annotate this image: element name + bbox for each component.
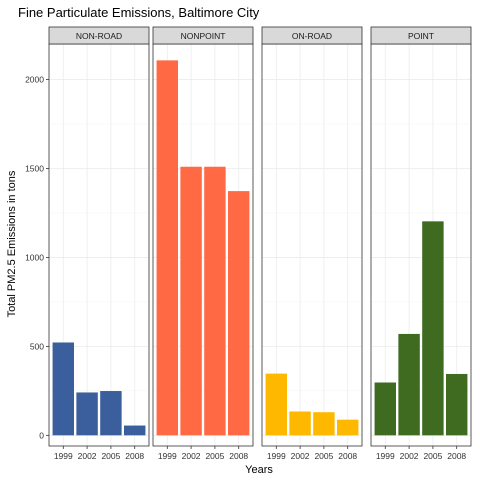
facet-strip-label: POINT [408, 31, 434, 41]
y-tick-label: 0 [39, 430, 44, 440]
facet-panel-point: POINT 1999 2002 2005 2008 [370, 26, 472, 461]
bar-on-road-2002 [289, 411, 311, 436]
bar-non-road-2008 [124, 425, 146, 436]
facet-panel-on-road: ON-ROAD 1999 2002 2005 2008 [261, 26, 363, 461]
x-tick-label: 2002 [182, 451, 201, 461]
y-axis-title: Total PM2.5 Emissions in tons [6, 170, 18, 317]
y-tick-label: 1500 [25, 164, 44, 174]
bar-on-road-1999 [265, 373, 287, 436]
facet-panel-non-road: NON-ROAD 1999 2002 2005 2008 [48, 26, 150, 461]
facet-strip-label: ON-ROAD [292, 31, 332, 41]
bar-non-road-1999 [52, 342, 74, 436]
x-tick-label: 2005 [205, 451, 224, 461]
bar-non-road-2005 [100, 391, 122, 436]
facet-panel-nonpoint: NONPOINT 1999 2002 2005 2008 [152, 26, 254, 461]
facet-strip-label: NONPOINT [181, 31, 226, 41]
bar-nonpoint-2005 [204, 166, 226, 436]
bar-point-2005 [422, 221, 444, 436]
x-tick-label: 2008 [338, 451, 357, 461]
x-tick-label: 2005 [314, 451, 333, 461]
bar-on-road-2008 [337, 419, 359, 436]
x-tick-label: 2008 [125, 451, 144, 461]
facet-strip [48, 26, 150, 45]
bar-nonpoint-1999 [156, 60, 178, 436]
x-tick-label: 2005 [101, 451, 120, 461]
x-tick-label: 1999 [267, 451, 286, 461]
y-tick-label: 1000 [25, 252, 44, 262]
facet-strip [261, 26, 363, 45]
x-axis-title: Years [245, 464, 273, 476]
x-tick-label: 2008 [229, 451, 248, 461]
x-tick-label: 2002 [78, 451, 97, 461]
bar-nonpoint-2008 [228, 191, 250, 436]
bar-nonpoint-2002 [180, 166, 202, 436]
x-tick-label: 2002 [400, 451, 419, 461]
bar-point-2008 [446, 373, 468, 436]
bar-on-road-2005 [313, 412, 335, 436]
x-tick-label: 2005 [423, 451, 442, 461]
x-tick-label: 1999 [376, 451, 395, 461]
x-tick-label: 2002 [291, 451, 310, 461]
x-tick-label: 2008 [447, 451, 466, 461]
bar-point-1999 [374, 382, 396, 436]
chart-title: Fine Particulate Emissions, Baltimore Ci… [18, 5, 260, 20]
bar-point-2002 [398, 333, 420, 436]
bar-non-road-2002 [76, 392, 98, 436]
x-tick-label: 1999 [158, 451, 177, 461]
y-tick-label: 2000 [25, 75, 44, 85]
x-tick-label: 1999 [54, 451, 73, 461]
y-tick-label: 500 [30, 341, 44, 351]
facet-strip-label: NON-ROAD [76, 31, 122, 41]
facet-strip [370, 26, 472, 45]
facet-panels: NON-ROAD 1999 2002 2005 2008 NONPOINT 1999 2002… [48, 26, 472, 461]
facet-strip [152, 26, 254, 45]
y-axis: 0 500 1000 1500 2000 [25, 75, 49, 440]
